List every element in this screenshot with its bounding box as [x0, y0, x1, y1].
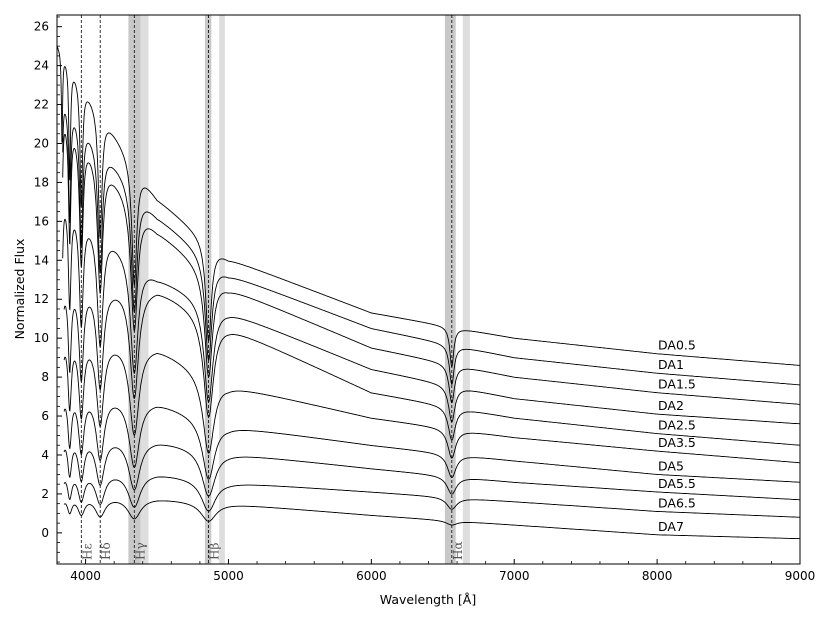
- x-axis-ticks: 4000 5000 6000 7000 8000 9000: [56, 559, 816, 583]
- series-label-da6-5: DA6.5: [658, 495, 696, 510]
- balmer-line-markers: [80, 15, 453, 564]
- spectrum-line-da1-5: [62, 133, 801, 405]
- series-label-da1: DA1: [658, 357, 684, 372]
- y-tick-label-20: 20: [34, 136, 49, 150]
- series-label-da7: DA7: [658, 519, 684, 534]
- spectrum-line-da6-5: [63, 476, 801, 518]
- balmer-label-4: Hα: [451, 541, 465, 560]
- shaded-band-7: [451, 15, 456, 564]
- y-tick-label-6: 6: [41, 409, 49, 423]
- series-label-da3-5: DA3.5: [658, 435, 696, 450]
- y-tick-label-4: 4: [41, 448, 49, 462]
- spectrum-line-da5: [63, 406, 800, 483]
- series-label-da0-5: DA0.5: [658, 338, 696, 353]
- spectrum-line-da3-5: [63, 353, 801, 464]
- spectrum-line-da7: [63, 500, 801, 540]
- spectra-lines: [56, 45, 801, 540]
- y-tick-label-2: 2: [41, 487, 49, 501]
- spectrum-line-da1: [62, 113, 801, 386]
- series-label-da2: DA2: [658, 398, 684, 413]
- series-labels: DA0.5 DA1 DA1.5 DA2 DA2.5 DA3.5 DA5 DA5.5 DA6.5 D…: [658, 338, 696, 534]
- y-tick-label-22: 22: [34, 98, 49, 112]
- series-label-da2-5: DA2.5: [658, 418, 696, 433]
- shaded-band-2: [140, 15, 149, 564]
- x-tick-label-7000: 7000: [499, 569, 530, 583]
- x-tick-label-6000: 6000: [356, 569, 387, 583]
- spectrum-line-da2: [62, 218, 801, 425]
- balmer-label-2: Hγ: [133, 542, 147, 560]
- y-tick-label-14: 14: [34, 253, 49, 267]
- shaded-band-6: [444, 15, 452, 564]
- shaded-band-8: [462, 15, 470, 564]
- x-tick-label-8000: 8000: [642, 569, 673, 583]
- shaded-band-3: [204, 15, 207, 564]
- balmer-line-labels: Hε Hδ Hγ Hβ Hα: [80, 541, 465, 560]
- x-axis-title: Wavelength [Å]: [380, 592, 476, 607]
- x-tick-label-5000: 5000: [213, 569, 244, 583]
- shaded-band-5: [219, 15, 225, 564]
- spectrum-line-da0-5: [56, 45, 801, 368]
- series-label-da5-5: DA5.5: [658, 476, 696, 491]
- shaded-band-1: [134, 15, 141, 564]
- balmer-label-1: Hδ: [99, 542, 113, 560]
- y-tick-label-26: 26: [34, 20, 49, 34]
- y-tick-label-24: 24: [34, 59, 49, 73]
- series-label-da5: DA5: [658, 458, 684, 473]
- y-axis-title: Normalized Flux: [12, 239, 27, 340]
- balmer-shaded-bands: [128, 15, 470, 564]
- shaded-band-4: [207, 15, 212, 564]
- y-tick-label-8: 8: [41, 370, 49, 384]
- y-tick-label-0: 0: [41, 526, 49, 540]
- y-tick-label-18: 18: [34, 175, 49, 189]
- x-tick-label-9000: 9000: [785, 569, 816, 583]
- spectrum-line-da5-5: [63, 444, 801, 501]
- y-tick-label-12: 12: [34, 292, 49, 306]
- series-label-da1-5: DA1.5: [658, 377, 696, 392]
- balmer-label-0: Hε: [80, 543, 94, 560]
- y-tick-label-10: 10: [34, 331, 49, 345]
- spectrum-line-da2-5: [63, 294, 801, 446]
- y-tick-label-16: 16: [34, 214, 49, 228]
- balmer-label-3: Hβ: [208, 543, 222, 560]
- x-tick-label-4000: 4000: [70, 569, 101, 583]
